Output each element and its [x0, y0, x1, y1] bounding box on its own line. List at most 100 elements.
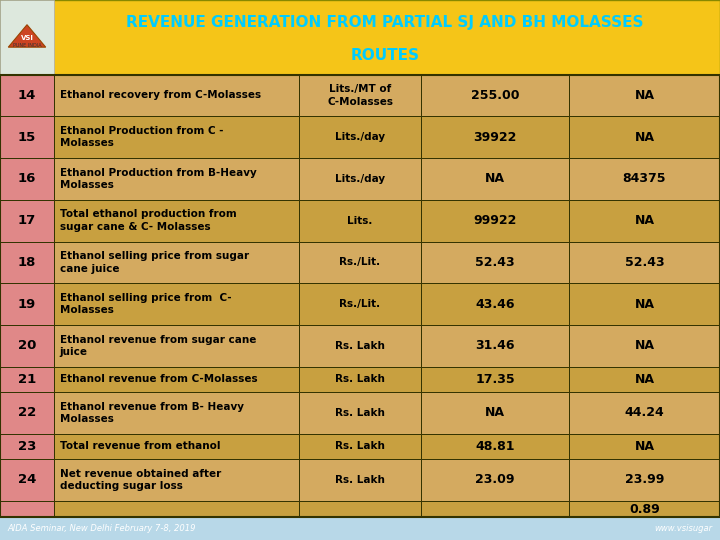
Text: AIDA Seminar, New Delhi February 7-8, 2019: AIDA Seminar, New Delhi February 7-8, 20… — [7, 524, 196, 533]
Text: 22: 22 — [18, 407, 36, 420]
Text: 0.89: 0.89 — [629, 503, 660, 516]
Bar — [54, 459, 299, 501]
Text: 14: 14 — [18, 89, 36, 102]
Bar — [569, 459, 720, 501]
Text: 44.24: 44.24 — [624, 407, 665, 420]
Text: NA: NA — [634, 340, 654, 353]
Text: 17: 17 — [18, 214, 36, 227]
Bar — [54, 75, 299, 116]
Bar — [54, 158, 299, 200]
Text: PUNE INDIA: PUNE INDIA — [13, 43, 41, 48]
Text: NA: NA — [485, 172, 505, 185]
Text: 15: 15 — [18, 131, 36, 144]
Text: NA: NA — [634, 440, 654, 453]
Bar — [299, 116, 421, 158]
Bar — [54, 200, 299, 241]
Text: 18: 18 — [18, 256, 36, 269]
Bar — [54, 116, 299, 158]
Bar — [299, 241, 421, 284]
Bar — [0, 116, 54, 158]
Text: NA: NA — [634, 89, 654, 102]
Text: 39922: 39922 — [473, 131, 517, 144]
Text: Lits./day: Lits./day — [335, 132, 385, 142]
Text: Ethanol Production from C -
Molasses: Ethanol Production from C - Molasses — [60, 126, 223, 148]
Bar — [0, 325, 54, 367]
Text: Rs. Lakh: Rs. Lakh — [335, 374, 385, 384]
Bar — [0, 0, 720, 75]
Text: Rs./Lit.: Rs./Lit. — [339, 299, 381, 309]
Bar — [0, 200, 54, 241]
Text: Total revenue from ethanol: Total revenue from ethanol — [60, 442, 220, 451]
Text: 16: 16 — [18, 172, 36, 185]
Bar — [421, 325, 569, 367]
Polygon shape — [9, 25, 46, 47]
Bar — [299, 75, 421, 116]
Text: 48.81: 48.81 — [475, 440, 515, 453]
Text: Ethanol selling price from sugar
cane juice: Ethanol selling price from sugar cane ju… — [60, 251, 249, 274]
Bar — [299, 434, 421, 459]
Bar — [421, 200, 569, 241]
Text: Lits./day: Lits./day — [335, 174, 385, 184]
Bar — [0, 75, 54, 116]
Bar — [0, 459, 54, 501]
Text: NA: NA — [485, 407, 505, 420]
Bar — [0, 434, 54, 459]
Bar — [569, 434, 720, 459]
Text: Ethanol recovery from C-Molasses: Ethanol recovery from C-Molasses — [60, 90, 261, 100]
Bar — [54, 367, 299, 392]
Bar — [54, 501, 299, 517]
Text: Ethanol Production from B-Heavy
Molasses: Ethanol Production from B-Heavy Molasses — [60, 168, 256, 190]
Text: Total ethanol production from
sugar cane & C- Molasses: Total ethanol production from sugar cane… — [60, 210, 236, 232]
Text: NA: NA — [634, 373, 654, 386]
Text: REVENUE GENERATION FROM PARTIAL SJ AND BH MOLASSES: REVENUE GENERATION FROM PARTIAL SJ AND B… — [127, 15, 644, 30]
Bar — [299, 501, 421, 517]
Text: Lits./MT of
C-Molasses: Lits./MT of C-Molasses — [327, 84, 393, 106]
Bar — [421, 367, 569, 392]
Text: Ethanol revenue from B- Heavy
Molasses: Ethanol revenue from B- Heavy Molasses — [60, 402, 244, 424]
Text: 23.99: 23.99 — [625, 474, 664, 487]
Bar — [421, 158, 569, 200]
Text: 84375: 84375 — [623, 172, 666, 185]
Bar — [569, 158, 720, 200]
Bar — [0, 75, 720, 517]
Text: Rs. Lakh: Rs. Lakh — [335, 442, 385, 451]
Bar — [0, 0, 54, 75]
Bar — [54, 325, 299, 367]
Bar — [0, 284, 54, 325]
Text: 255.00: 255.00 — [471, 89, 519, 102]
Text: www.vsisugar: www.vsisugar — [654, 524, 713, 533]
Bar — [299, 392, 421, 434]
Text: Lits.: Lits. — [347, 215, 373, 226]
Bar — [299, 459, 421, 501]
Bar — [569, 284, 720, 325]
Text: 20: 20 — [18, 340, 36, 353]
Bar — [0, 241, 54, 284]
Bar — [421, 392, 569, 434]
Bar — [569, 75, 720, 116]
Bar — [569, 200, 720, 241]
Text: Rs./Lit.: Rs./Lit. — [339, 258, 381, 267]
Bar — [569, 367, 720, 392]
Text: 52.43: 52.43 — [624, 256, 665, 269]
Text: 52.43: 52.43 — [475, 256, 515, 269]
Bar — [569, 392, 720, 434]
Text: 17.35: 17.35 — [475, 373, 515, 386]
Text: Rs. Lakh: Rs. Lakh — [335, 341, 385, 351]
Bar — [299, 158, 421, 200]
Text: Ethanol selling price from  C-
Molasses: Ethanol selling price from C- Molasses — [60, 293, 231, 315]
Bar — [0, 501, 54, 517]
Bar — [54, 284, 299, 325]
Text: Rs. Lakh: Rs. Lakh — [335, 475, 385, 485]
Text: 43.46: 43.46 — [475, 298, 515, 310]
Bar — [569, 501, 720, 517]
Text: 23.09: 23.09 — [475, 474, 515, 487]
Text: 21: 21 — [18, 373, 36, 386]
Text: 31.46: 31.46 — [475, 340, 515, 353]
Bar — [421, 241, 569, 284]
Bar — [54, 392, 299, 434]
Text: NA: NA — [634, 214, 654, 227]
Text: VSI: VSI — [21, 35, 33, 41]
Text: 99922: 99922 — [473, 214, 517, 227]
Bar — [569, 241, 720, 284]
Bar — [421, 434, 569, 459]
